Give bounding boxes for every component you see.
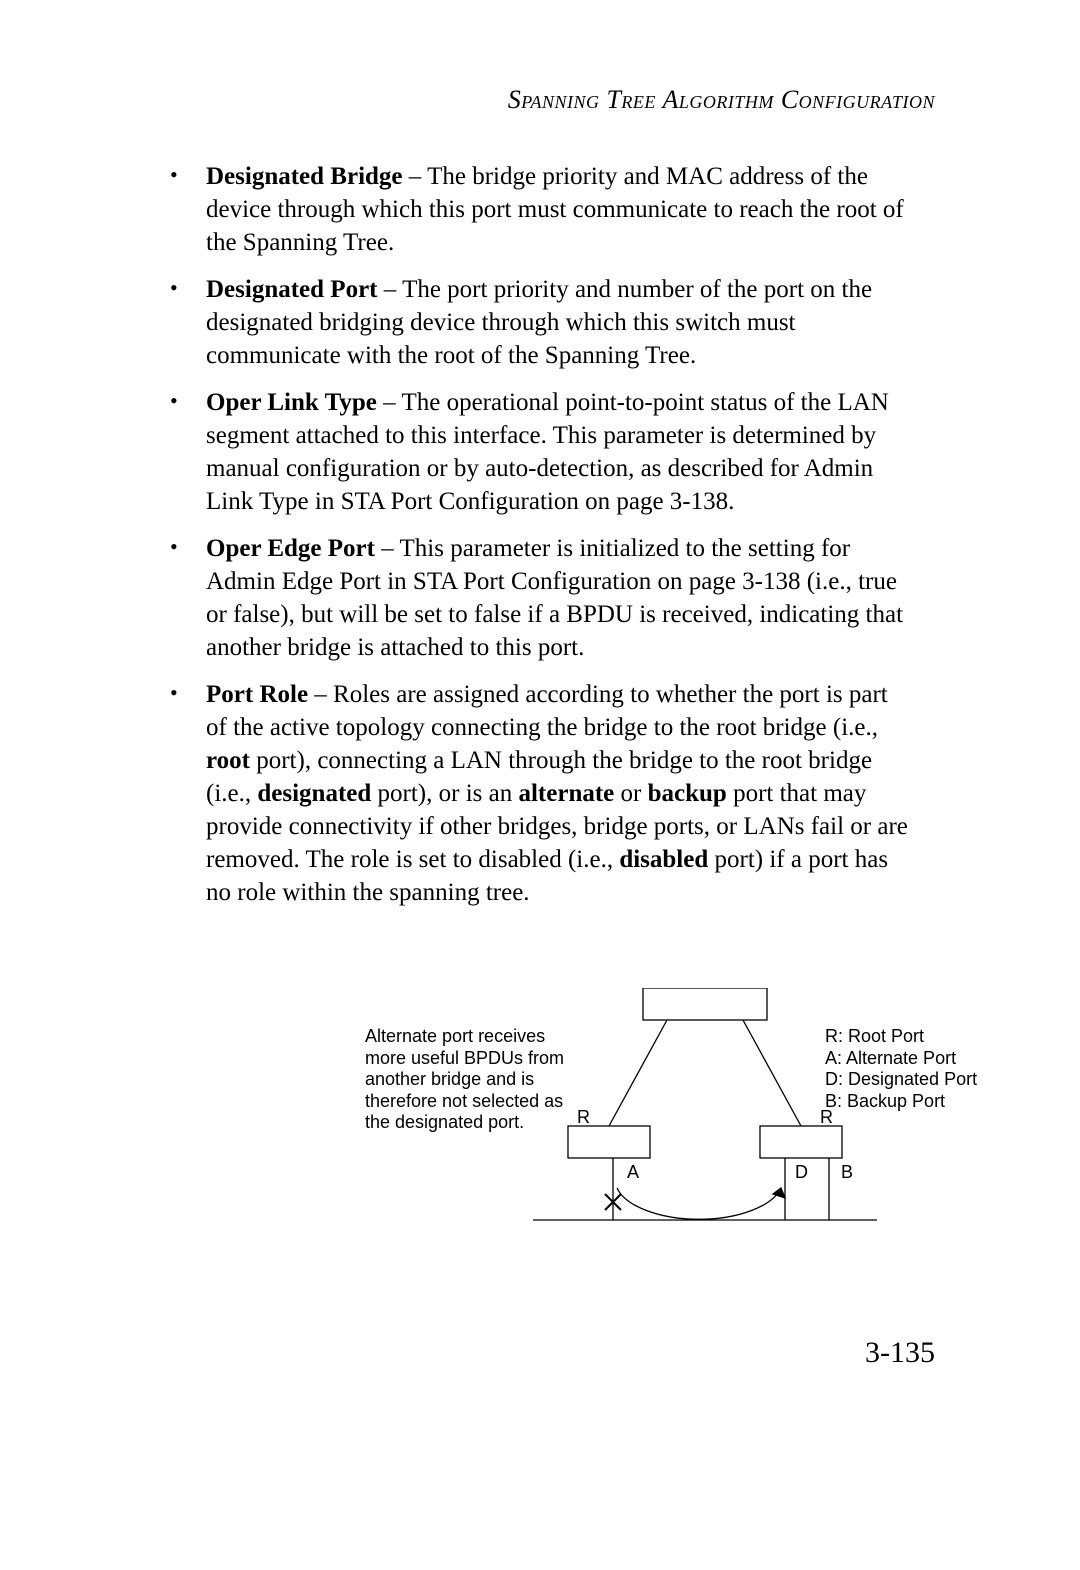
page-number: 3-135 <box>865 1336 935 1370</box>
sep: – <box>377 389 402 416</box>
body-content: Designated Bridge – The bridge priority … <box>170 160 910 923</box>
term: Oper Edge Port <box>206 535 375 562</box>
sep: – <box>308 681 333 708</box>
sep: – <box>375 535 400 562</box>
list-item: Oper Edge Port – This parameter is initi… <box>170 532 910 664</box>
spanning-tree-diagram: Alternate port receives more useful BPDU… <box>365 988 1080 1248</box>
list-item: Designated Bridge – The bridge priority … <box>170 160 910 259</box>
list-item: Oper Link Type – The operational point-t… <box>170 386 910 518</box>
term: Designated Port <box>206 276 378 303</box>
term: Designated Bridge <box>206 163 403 190</box>
list-item: Designated Port – The port priority and … <box>170 273 910 372</box>
sep: – <box>378 276 403 303</box>
term: Oper Link Type <box>206 389 377 416</box>
label-b: B <box>841 1162 853 1182</box>
bold: backup <box>648 780 727 807</box>
term: Port Role <box>206 681 308 708</box>
bold: disabled <box>619 846 708 873</box>
page: Spanning Tree Algorithm Configuration De… <box>0 0 1080 1570</box>
label-r-left: R <box>577 1107 590 1127</box>
bullet-list: Designated Bridge – The bridge priority … <box>170 160 910 909</box>
bold: root <box>206 747 250 774</box>
def-text: port), or is an <box>371 780 518 807</box>
label-d: D <box>795 1162 808 1182</box>
label-r-right: R <box>820 1107 833 1127</box>
bold: alternate <box>518 780 614 807</box>
label-a: A <box>627 1162 639 1182</box>
diagram-svg: R R A D B <box>365 988 1080 1248</box>
sep: – <box>403 163 428 190</box>
running-header: Spanning Tree Algorithm Configuration <box>508 85 935 115</box>
def-text: or <box>614 780 647 807</box>
bold: designated <box>257 780 371 807</box>
list-item: Port Role – Roles are assigned according… <box>170 678 910 909</box>
